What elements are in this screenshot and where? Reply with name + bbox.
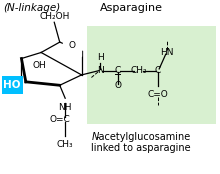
Text: CH₃: CH₃ bbox=[57, 140, 73, 149]
Text: C=O: C=O bbox=[148, 90, 169, 99]
FancyBboxPatch shape bbox=[2, 76, 23, 94]
Text: NH: NH bbox=[59, 102, 72, 112]
Text: OH: OH bbox=[32, 61, 46, 70]
FancyBboxPatch shape bbox=[87, 26, 216, 124]
Text: -acetylglucosamine: -acetylglucosamine bbox=[95, 132, 190, 142]
Text: C: C bbox=[155, 66, 161, 75]
Text: O=C: O=C bbox=[49, 115, 70, 124]
Text: O: O bbox=[114, 81, 121, 90]
Text: Asparagine: Asparagine bbox=[100, 3, 163, 13]
Text: linked to asparagine: linked to asparagine bbox=[92, 143, 191, 153]
Text: N: N bbox=[92, 132, 99, 142]
Text: CH₂: CH₂ bbox=[130, 66, 147, 75]
Text: O: O bbox=[68, 41, 75, 50]
Text: C: C bbox=[115, 66, 121, 75]
Text: (N-linkage): (N-linkage) bbox=[3, 3, 60, 13]
Text: HO: HO bbox=[4, 80, 21, 90]
Text: N: N bbox=[97, 66, 104, 75]
Text: H: H bbox=[97, 53, 104, 62]
Text: CH₂OH: CH₂OH bbox=[39, 12, 70, 21]
Text: HN: HN bbox=[160, 48, 174, 57]
